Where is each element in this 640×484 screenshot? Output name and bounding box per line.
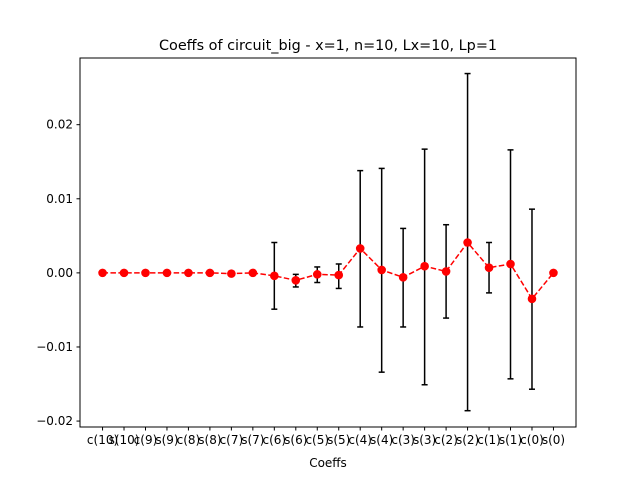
data-point: [549, 268, 558, 278]
data-point: [291, 275, 301, 285]
x-axis: c(10)s(10)c(9)s(9)c(8)s(8)c(7)s(7)c(6)s(…: [87, 427, 565, 447]
data-point: [420, 261, 429, 271]
x-tick-label: s(9): [155, 433, 178, 447]
x-tick-label: c(4): [348, 433, 372, 447]
y-tick-label: −0.01: [36, 340, 73, 354]
data-point: [270, 271, 279, 281]
data-point: [398, 273, 408, 282]
x-tick-label: c(10): [87, 433, 118, 447]
x-tick-label: s(10): [109, 433, 140, 447]
y-tick-label: 0.00: [46, 266, 73, 280]
x-tick-label: c(7): [220, 433, 244, 447]
y-tick-label: 0.01: [46, 192, 73, 206]
axes-frame: [79, 57, 577, 428]
data-point: [334, 270, 344, 280]
series-line: [102, 241, 555, 301]
x-tick-label: s(4): [370, 433, 393, 447]
data-point: [184, 268, 193, 278]
data-point: [205, 268, 215, 278]
x-tick-label: s(5): [327, 433, 350, 447]
data-point: [463, 238, 472, 247]
x-tick-label: c(5): [305, 433, 329, 447]
x-tick-label: s(6): [284, 433, 307, 447]
plot-area: [98, 72, 558, 412]
data-point: [484, 263, 494, 272]
x-tick-label: c(9): [134, 433, 158, 447]
data-point: [227, 269, 236, 278]
x-tick-label: c(0): [520, 433, 544, 447]
data-point: [506, 259, 515, 269]
data-point: [119, 268, 129, 278]
x-tick-label: c(6): [263, 433, 287, 447]
data-point: [162, 268, 172, 278]
data-point: [141, 268, 150, 278]
data-point: [98, 268, 107, 278]
y-tick-label: 0.02: [46, 118, 73, 132]
data-point: [441, 267, 451, 276]
data-point: [248, 268, 258, 278]
x-tick-label: s(0): [542, 433, 565, 447]
x-tick-label: s(2): [456, 433, 479, 447]
x-tick-label: s(3): [413, 433, 436, 447]
data-point: [355, 244, 365, 253]
x-tick-label: s(1): [499, 433, 522, 447]
x-tick-label: c(1): [477, 433, 501, 447]
x-tick-label: c(8): [177, 433, 201, 447]
x-tick-label: s(7): [241, 433, 264, 447]
data-point: [377, 265, 386, 275]
x-tick-label: c(3): [391, 433, 415, 447]
data-point: [312, 270, 322, 279]
data-point: [527, 294, 537, 304]
x-axis-label: Coeffs: [309, 456, 347, 470]
x-tick-label: s(8): [198, 433, 221, 447]
chart-title: Coeffs of circuit_big - x=1, n=10, Lx=10…: [159, 38, 497, 54]
y-tick-label: −0.02: [36, 414, 73, 428]
y-axis: −0.02 −0.01 0.00 0.01 0.02: [36, 118, 80, 428]
x-tick-label: c(2): [434, 433, 458, 447]
